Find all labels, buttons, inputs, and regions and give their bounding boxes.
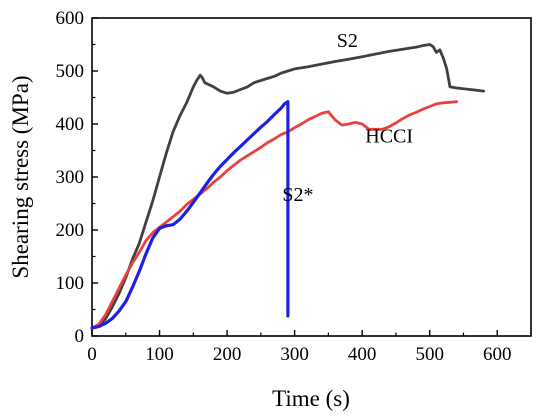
y-tick-label: 0 xyxy=(75,326,85,347)
x-axis-title: Time (s) xyxy=(272,386,350,411)
x-tick-label: 600 xyxy=(483,344,512,365)
x-tick-label: 400 xyxy=(348,344,377,365)
series-annotation: S2* xyxy=(282,184,313,206)
series-annotation: HCCI xyxy=(365,126,413,148)
x-tick-label: 200 xyxy=(213,344,242,365)
y-tick-label: 600 xyxy=(56,8,85,29)
y-tick-label: 300 xyxy=(56,167,85,188)
x-tick-label: 500 xyxy=(415,344,444,365)
y-tick-label: 100 xyxy=(56,273,85,294)
y-axis-title: Shearing stress (MPa) xyxy=(8,75,33,278)
series-annotation: S2 xyxy=(337,30,358,52)
y-tick-label: 200 xyxy=(56,220,85,241)
ticks-layer xyxy=(91,17,532,337)
y-tick-label: 500 xyxy=(56,61,85,82)
series-layer xyxy=(90,43,486,330)
y-tick-label: 400 xyxy=(56,114,85,135)
labels-layer: 0 100 200 300 400 500 600 0 100 200 300 400 500 600 S2… xyxy=(56,8,512,365)
x-tick-label: 100 xyxy=(145,344,174,365)
x-tick-label: 300 xyxy=(280,344,309,365)
series-line-s2 xyxy=(90,100,290,330)
x-tick-label: 0 xyxy=(87,344,97,365)
series-line-s2 xyxy=(90,43,486,330)
series-line-hcci xyxy=(90,100,459,330)
